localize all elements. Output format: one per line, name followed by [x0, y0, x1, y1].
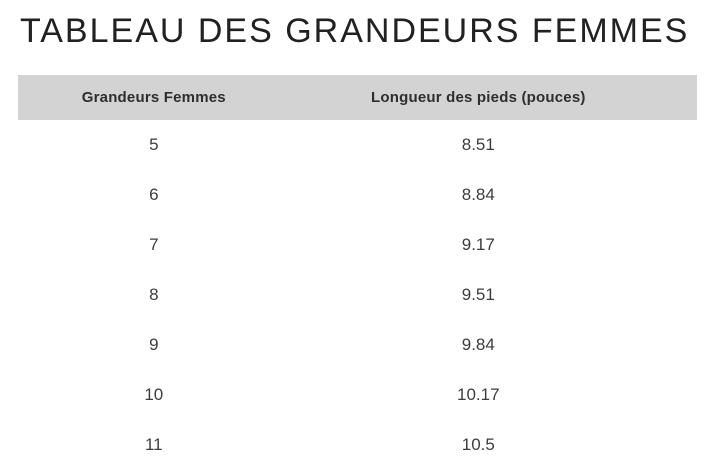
length-cell: 8.51	[461, 135, 495, 155]
table-row: 9 9.84	[18, 320, 697, 370]
table-row: 6 8.84	[18, 170, 697, 220]
size-cell: 5	[149, 135, 159, 155]
length-cell: 10.17	[457, 385, 500, 405]
size-cell: 8	[149, 285, 159, 305]
length-cell: 9.51	[461, 285, 495, 305]
size-cell: 7	[149, 235, 159, 255]
length-cell: 8.84	[461, 185, 495, 205]
length-cell: 10.5	[461, 435, 495, 455]
size-table: Grandeurs Femmes Longueur des pieds (pou…	[18, 75, 697, 470]
size-cell: 11	[144, 435, 163, 455]
length-cell: 9.17	[461, 235, 495, 255]
column-header-foot-length: Longueur des pieds (pouces)	[371, 89, 586, 107]
size-chart-page: TABLEAU DES GRANDEURS FEMMES Grandeurs F…	[0, 12, 714, 474]
page-title: TABLEAU DES GRANDEURS FEMMES	[20, 12, 690, 50]
table-header-row: Grandeurs Femmes Longueur des pieds (pou…	[18, 75, 697, 121]
size-cell: 9	[149, 335, 159, 355]
column-header-sizes: Grandeurs Femmes	[81, 89, 226, 107]
size-cell: 10	[144, 385, 164, 405]
table-row: 5 8.51	[18, 120, 697, 170]
length-cell: 9.84	[461, 335, 495, 355]
table-row: 11 10.5	[18, 420, 697, 470]
table-row: 7 9.17	[18, 220, 697, 270]
table-row: 10 10.17	[18, 370, 697, 420]
size-cell: 6	[149, 185, 159, 205]
table-row: 8 9.51	[18, 270, 697, 320]
